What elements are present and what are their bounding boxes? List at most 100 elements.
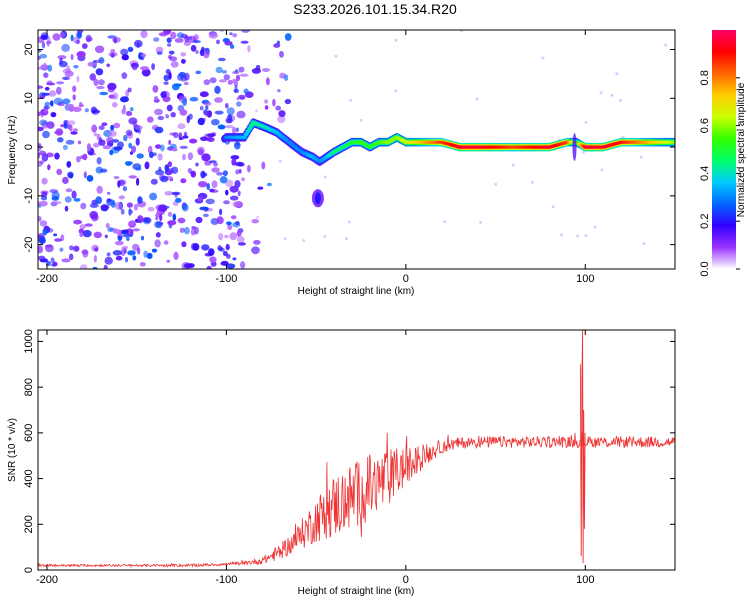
spectrogram-noise-blob <box>79 224 87 230</box>
spectrogram-noise-blob <box>231 78 238 84</box>
spectrogram-noise-blob <box>266 77 270 86</box>
spectrogram-noise-blob <box>92 266 98 269</box>
spectrogram-noise-blob <box>66 161 72 168</box>
spectrogram-noise-blob <box>64 196 72 203</box>
spectrogram-noise-blob <box>216 39 220 45</box>
spectrogram-noise-blob <box>223 200 230 205</box>
spectrogram-noise-blob <box>182 203 189 212</box>
spectrogram-noise-blob <box>147 206 155 212</box>
spectrogram-noise-blob <box>127 250 136 256</box>
spectrogram-noise-blob <box>237 190 241 197</box>
spectrogram-noise-blob <box>216 172 224 176</box>
spectrogram-noise-blob <box>218 79 227 83</box>
spectrogram-noise-blob <box>113 122 121 129</box>
spectrogram-noise-blob <box>181 241 187 248</box>
spectrogram-noise-blob <box>63 76 69 81</box>
spectrogram-noise-blob <box>152 85 159 93</box>
y-tick-label: 200 <box>23 515 35 533</box>
spectrogram-noise-blob <box>171 147 178 152</box>
spectrogram-noise-blob <box>57 137 64 143</box>
spectrogram-noise-blob <box>43 105 51 110</box>
spectrogram-noise-blob <box>79 232 84 237</box>
spectrogram-signal-track <box>223 118 675 208</box>
spectrogram-noise-blob <box>93 254 97 263</box>
spectrogram-noise-blob <box>159 213 163 222</box>
spectrogram-noise-blob <box>230 44 235 49</box>
spectrogram-noise-blob <box>112 250 123 256</box>
spectrogram-noise-blob <box>223 74 230 81</box>
spectrogram-noise-blob <box>67 171 74 178</box>
spectrogram-noise-blob <box>256 215 260 219</box>
spectrogram-x-label: Height of straight line (km) <box>298 286 415 297</box>
spectrogram-noise-blob <box>551 205 555 209</box>
spectrogram-noise-blob <box>192 243 200 251</box>
spectrogram-noise-blob <box>190 44 197 52</box>
spectrogram-noise-blob <box>79 102 83 106</box>
spectrogram-noise-blob <box>76 39 80 45</box>
spectrogram-noise-blob <box>39 220 48 227</box>
spectrogram-noise-blob <box>205 198 215 205</box>
spectrogram-noise-blob <box>38 66 43 70</box>
spectrogram-noise-blob <box>154 108 163 116</box>
spectrogram-noise-blob <box>50 100 54 107</box>
y-tick-label: 400 <box>23 469 35 487</box>
spectrogram-noise-blob <box>114 201 123 210</box>
x-tick-label: -100 <box>215 574 237 586</box>
spectrogram-noise-blob <box>58 60 68 68</box>
spectrogram-noise-blob <box>593 225 597 229</box>
spectrogram-noise-blob <box>110 49 116 53</box>
spectrogram-noise-blob <box>225 103 229 109</box>
spectrogram-noise-blob <box>195 70 202 75</box>
spectrogram-noise-blob <box>136 153 144 159</box>
spectrogram-noise-blob <box>224 41 233 46</box>
spectrogram-noise-blob <box>157 115 165 121</box>
spectrogram-noise-blob <box>208 32 218 39</box>
spectrogram-noise-blob <box>136 247 141 255</box>
spectrogram-noise-blob <box>44 101 51 107</box>
spectrogram-noise-blob <box>132 66 138 71</box>
spectrogram-noise-blob <box>277 89 281 93</box>
spectrogram-noise-blob <box>107 227 114 233</box>
spectrogram-noise-blob <box>227 224 233 231</box>
spectrogram-noise-blob <box>206 183 210 190</box>
spectrogram-spike-streak <box>572 133 577 162</box>
spectrogram-noise-blob <box>213 162 218 167</box>
spectrogram-noise-blob <box>600 168 604 172</box>
spectrogram-noise-blob <box>96 85 105 90</box>
spectrogram-noise-blob <box>211 167 220 173</box>
spectrogram-noise-blob <box>128 142 133 149</box>
spectrogram-noise-blob <box>98 125 105 130</box>
spectrogram-noise-blob <box>132 255 137 261</box>
spectrogram-noise-blob <box>140 66 149 71</box>
spectrogram-noise-blob <box>122 229 129 233</box>
spectrogram-noise-blob <box>91 214 98 220</box>
snr-series-area <box>38 330 675 569</box>
spectrogram-noise-blob <box>93 142 100 148</box>
snr-y-label: SNR (10 * v/v) <box>7 418 18 482</box>
spectrogram-noise-blob <box>155 221 162 228</box>
colorbar-tick-label: 0.4 <box>699 166 711 181</box>
spectrogram-noise-blob <box>230 215 237 220</box>
spectrogram-noise-blob <box>460 30 464 33</box>
spectrogram-noise-blob <box>217 124 226 130</box>
spectrogram-noise-blob <box>183 131 188 139</box>
spectrogram-noise-blob <box>209 160 217 164</box>
spectrogram-noise-blob <box>155 213 160 218</box>
spectrogram-noise-blob <box>90 106 97 114</box>
spectrogram-noise-blob <box>195 50 199 54</box>
spectrogram-noise-blob <box>151 248 158 253</box>
spectrogram-noise-blob <box>198 196 203 202</box>
spectrogram-noise-blob <box>147 116 154 123</box>
spectrogram-noise-blob <box>217 245 222 249</box>
spectrogram-noise-blob <box>96 185 103 194</box>
spectrogram-noise-blob <box>50 257 55 264</box>
spectrogram-noise-blob <box>100 204 109 212</box>
spectrogram-noise-blob <box>89 73 97 81</box>
spectrogram-noise-blob <box>56 168 63 176</box>
spectrogram-noise-blob <box>610 93 614 97</box>
spectrogram-noise-blob <box>84 108 89 113</box>
spectrogram-noise-blob <box>154 239 161 248</box>
spectrogram-noise-blob <box>188 113 193 120</box>
spectrogram-noise-blob <box>112 102 118 108</box>
spectrogram-noise-blob <box>241 30 250 33</box>
